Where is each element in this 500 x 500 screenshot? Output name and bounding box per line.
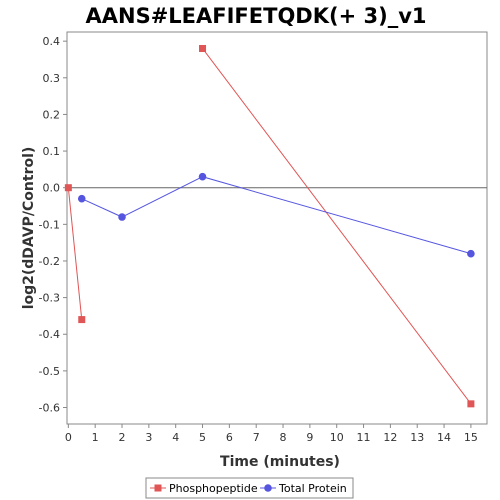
legend-box — [145, 477, 354, 499]
y-tick-label: -0.2 — [39, 255, 60, 268]
x-tick-label: 2 — [119, 431, 126, 444]
plot-area — [66, 31, 488, 425]
x-axis-label: Time (minutes) — [220, 454, 340, 470]
y-tick-label: -0.6 — [39, 402, 60, 415]
y-tick-label: -0.5 — [39, 365, 60, 378]
y-axis: 0.4 0.3 0.2 0.1 0.0 -0.1 -0.2 -0.3 -0.4 -0.5 -0.6 — [39, 35, 67, 415]
data-point — [467, 400, 475, 408]
y-axis-label: log2(dDAVP/Control) — [21, 147, 37, 310]
data-point — [199, 44, 207, 52]
y-tick-label: 0.3 — [43, 72, 61, 85]
legend-item: Total Protein — [260, 482, 347, 495]
x-tick-label: 10 — [330, 431, 344, 444]
x-tick-label: 4 — [172, 431, 179, 444]
y-tick-label: 0.0 — [43, 182, 61, 195]
x-tick-label: 5 — [199, 431, 206, 444]
series-line — [202, 48, 472, 405]
x-tick-label: 14 — [437, 431, 451, 444]
x-tick-label: 0 — [65, 431, 72, 444]
series-total-protein — [77, 172, 475, 258]
data-point — [77, 194, 86, 203]
series-phosphopeptide — [64, 44, 475, 408]
x-tick-label: 15 — [464, 431, 478, 444]
legend-marker — [154, 484, 162, 492]
series-line — [67, 187, 83, 320]
legend-marker — [264, 484, 272, 492]
data-point — [64, 184, 72, 192]
y-tick-label: -0.1 — [39, 218, 60, 231]
chart-title: AANS#LEAFIFETQDK(+ 3)_v1 — [85, 4, 426, 28]
x-tick-label: 13 — [410, 431, 424, 444]
data-point — [118, 213, 126, 221]
legend: Phosphopeptide Total Protein — [145, 477, 354, 499]
legend-label: Total Protein — [278, 482, 347, 495]
y-tick-label: -0.3 — [39, 292, 60, 305]
data-point — [198, 172, 207, 181]
x-tick-label: 1 — [92, 431, 99, 444]
x-tick-label: 8 — [280, 431, 287, 444]
series-layer — [64, 44, 475, 408]
x-tick-label: 9 — [306, 431, 313, 444]
x-tick-label: 12 — [383, 431, 397, 444]
y-tick-label: 0.1 — [43, 145, 61, 158]
legend-label: Phosphopeptide — [169, 482, 258, 495]
y-tick-label: -0.4 — [39, 328, 60, 341]
y-tick-label: 0.2 — [43, 108, 61, 121]
data-point — [78, 316, 86, 324]
x-tick-label: 11 — [357, 431, 371, 444]
x-tick-label: 3 — [145, 431, 152, 444]
x-tick-label: 7 — [253, 431, 260, 444]
data-point — [467, 249, 475, 258]
x-axis: 0 1 2 3 4 5 6 7 8 9 10 11 12 13 14 15 — [65, 424, 478, 444]
series-line — [81, 176, 472, 255]
x-tick-label: 6 — [226, 431, 233, 444]
legend-item: Phosphopeptide — [150, 482, 258, 495]
y-tick-label: 0.4 — [43, 35, 61, 48]
